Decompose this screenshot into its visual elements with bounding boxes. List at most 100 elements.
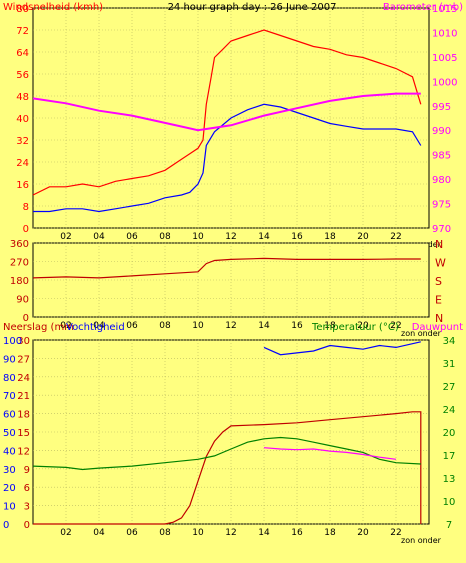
x-tick-label: 08 (159, 321, 171, 331)
y-tick-label-humidity: 30 (3, 465, 16, 476)
y-tick-label: 24 (16, 158, 29, 169)
y-tick-label-precip: 24 (17, 373, 30, 384)
chart-title: 24 hour graph day : 26 June 2007 (168, 2, 337, 13)
x-tick-label: 04 (93, 528, 105, 538)
y-tick-label-precip: 27 (17, 354, 30, 365)
x-tick-label: 14 (258, 232, 270, 242)
x-note-label: zon onder (401, 329, 442, 338)
x-tick-label: 20 (357, 321, 369, 331)
direction-line-1 (32, 257, 421, 279)
x-tick-label: 06 (126, 321, 138, 331)
y-tick-label: 8 (23, 202, 29, 213)
y-tick-label-humidity: 80 (3, 373, 16, 384)
y-tick-label: 90 (16, 295, 29, 306)
x-tick-label: 18 (324, 321, 336, 331)
y-tick-label-precip: 30 (17, 336, 30, 347)
y-right-tick-label: 7 (446, 520, 452, 531)
y-tick-label-humidity: 0 (3, 520, 9, 531)
y-right-axis-title: Barometer (mb) (383, 2, 463, 13)
y-tick-label-precip: 3 (24, 502, 30, 513)
x-tick-label: 12 (225, 232, 236, 242)
y-tick-label: 56 (16, 70, 29, 81)
y-right-tick-label: 1015 (432, 4, 457, 15)
y-axis-title: Windsnelheid (kmh) (3, 2, 103, 13)
y-right-tick-label: 985 (432, 151, 451, 162)
y-axis-title-2: Vochtigheid (66, 322, 125, 333)
x-tick-label: 10 (192, 232, 204, 242)
y-right-tick-label: 1010 (432, 28, 457, 39)
y-tick-label-precip: 21 (17, 391, 30, 402)
compass-label: W (435, 257, 446, 270)
y-tick-label-humidity: 10 (3, 502, 16, 513)
y-tick-label: 0 (23, 313, 29, 324)
x-tick-label: 18 (324, 528, 336, 538)
x-tick-label: 08 (159, 528, 171, 538)
y-tick-label: 270 (10, 258, 29, 269)
series-line-1 (33, 411, 422, 525)
y-right-tick-label: 24 (443, 405, 456, 416)
series-line-1 (32, 29, 422, 196)
compass-label: N (435, 312, 443, 325)
x-tick-label: 12 (225, 528, 236, 538)
y-right-tick-label: 10 (443, 497, 456, 508)
y-tick-label-precip: 18 (17, 410, 30, 421)
x-tick-label: 04 (93, 321, 105, 331)
y-tick-label-precip: 15 (17, 428, 30, 439)
y-tick-label: 32 (16, 136, 29, 147)
x-tick-label: 10 (192, 528, 204, 538)
x-tick-label: 02 (60, 528, 71, 538)
x-tick-label: 10 (192, 321, 204, 331)
x-tick-label: 06 (126, 528, 138, 538)
x-tick-label: 18 (324, 232, 336, 242)
x-tick-label: 16 (291, 321, 303, 331)
x-tick-label: 22 (390, 321, 401, 331)
y-right-tick-label: 31 (443, 359, 456, 370)
x-tick-label: 14 (258, 321, 270, 331)
y-tick-label-humidity: 100 (3, 336, 22, 347)
y-tick-label: 64 (16, 48, 29, 59)
y-tick-label: 80 (16, 4, 29, 15)
y-right-tick-label: 970 (432, 224, 451, 235)
x-tick-label: 16 (291, 232, 303, 242)
x-tick-label: 20 (357, 528, 369, 538)
y-right-tick-label: 20 (443, 428, 456, 439)
y-tick-label: 72 (16, 26, 29, 37)
y-tick-label: 16 (16, 180, 29, 191)
y-tick-label-precip: 6 (24, 483, 30, 494)
x-tick-label: 14 (258, 528, 270, 538)
series-line-3 (32, 92, 421, 132)
y-tick-label: 360 (10, 239, 29, 250)
y-right-axis-title: Temperatuur (°C) (311, 322, 399, 333)
compass-label: E (435, 294, 442, 307)
y-right-tick-label: 990 (432, 126, 451, 137)
x-tick-label: 02 (60, 321, 71, 331)
y-tick-label-precip: 9 (24, 465, 30, 476)
x-tick-label: 04 (93, 232, 105, 242)
x-tick-label: 08 (159, 232, 171, 242)
y-tick-label-precip: 12 (17, 446, 30, 457)
y-tick-label-humidity: 40 (3, 446, 16, 457)
y-right-tick-label: 995 (432, 102, 451, 113)
y-tick-label: 40 (16, 114, 29, 125)
y-right-tick-label: 27 (443, 382, 456, 393)
compass-label: S (435, 275, 442, 288)
x-tick-label: 02 (60, 232, 71, 242)
series-line-4 (263, 341, 421, 356)
y-tick-label: 180 (10, 276, 29, 287)
y-axis-title: Neerslag (mm (3, 322, 74, 333)
x-tick-label: 22 (390, 232, 401, 242)
x-tick-label: 12 (225, 321, 236, 331)
y-right-tick-label: 975 (432, 200, 451, 211)
x-tick-label: 06 (126, 232, 138, 242)
y-right-tick-label: 17 (443, 451, 456, 462)
x-tick-label: 22 (390, 528, 401, 538)
series-line-2 (33, 103, 422, 213)
compass-label: N (435, 238, 443, 251)
y-tick-label-humidity: 50 (3, 428, 16, 439)
x-note-label: zon onder (401, 536, 442, 545)
y-right-tick-label: 1005 (432, 53, 457, 64)
y-tick-label: 48 (16, 92, 29, 103)
y-right-tick-label: 34 (443, 336, 456, 347)
